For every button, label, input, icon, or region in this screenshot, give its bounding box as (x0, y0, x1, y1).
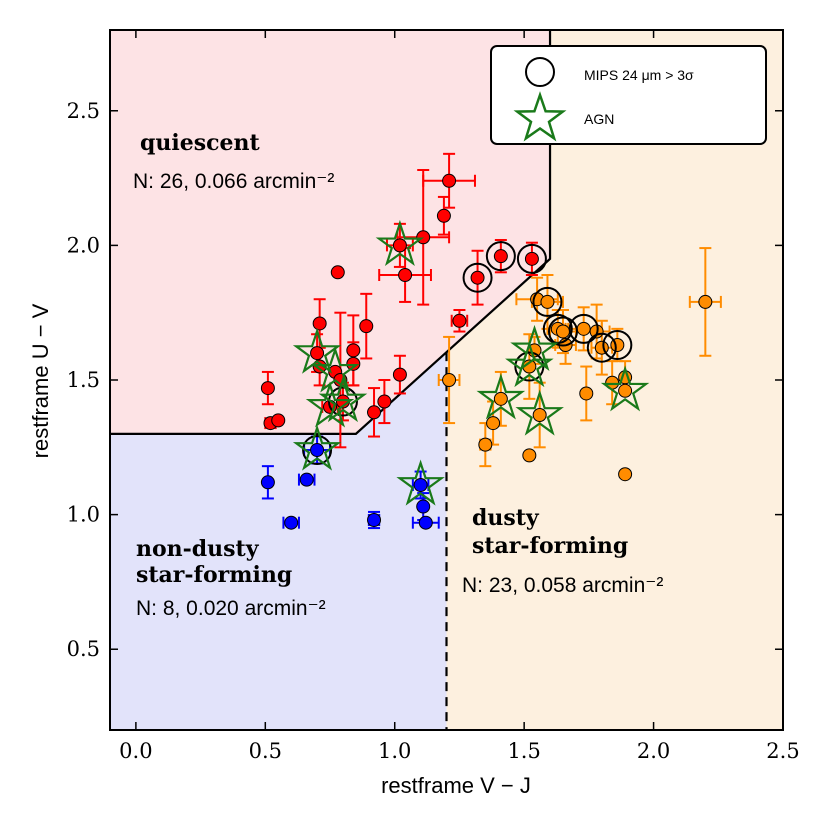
dusty-stats: N: 23, 0.058 arcmin⁻² (462, 574, 663, 597)
quiescent-point (436, 208, 451, 223)
quiescent-point (346, 356, 361, 371)
x-tick-label: 2.5 (766, 739, 799, 763)
non_dusty-point (367, 513, 382, 527)
dusty-point (576, 321, 591, 336)
quiescent-point (330, 265, 345, 280)
non_dusty-point (260, 475, 275, 490)
legend-agn-label: AGN (584, 111, 614, 127)
quiescent-label: quiescent (140, 130, 261, 156)
quiescent-mips-ring (462, 262, 493, 293)
dusty-agn-star (515, 389, 564, 436)
quiescent-point (416, 230, 431, 245)
quiescent-point (470, 270, 485, 285)
y-tick-label: 1.5 (67, 368, 100, 392)
y-axis-label: restframe U − V (28, 303, 53, 458)
dusty-point (555, 324, 570, 339)
legend-mips-marker (525, 57, 555, 87)
quiescent-point (392, 238, 407, 253)
non_dusty-point (284, 515, 299, 530)
quiescent-agn-star (310, 346, 360, 393)
dusty-mips-ring (547, 316, 578, 347)
dusty-agn-star (600, 365, 650, 412)
quiescent-point (452, 313, 467, 328)
quiescent-agn-star (318, 375, 368, 423)
quiescent-point (271, 413, 286, 428)
quiescent-point (310, 346, 325, 361)
non_dusty-point (416, 499, 431, 514)
quiescent-mips-ring (485, 241, 516, 272)
non-dusty-label-line1: non-dusty (136, 536, 260, 562)
non_dusty-point (418, 515, 433, 530)
non_dusty-agn-star (396, 459, 445, 506)
dusty-mips-ring (602, 330, 633, 360)
non-dusty-label-line2: star-forming (136, 562, 292, 588)
non-dusty-stats: N: 8, 0.020 arcmin⁻² (136, 597, 326, 620)
quiescent-point (493, 249, 508, 264)
non-dusty-region (110, 352, 447, 730)
dusty-point (618, 467, 633, 482)
quiescent-point (392, 367, 407, 382)
dusty-agn-star (476, 373, 526, 420)
dusty-point (540, 294, 555, 309)
dusty-point (522, 448, 537, 463)
quiescent-mips-ring (327, 386, 358, 417)
quiescent-point (312, 316, 327, 331)
dusty-mips-ring (532, 286, 563, 317)
quiescent-point (260, 381, 275, 396)
x-axis-label: restframe V − J (381, 773, 531, 798)
legend: MIPS 24 μm > 3σ AGN (490, 45, 767, 145)
non_dusty-point (413, 478, 428, 492)
quiescent-agn-star (375, 219, 425, 267)
quiescent-point (442, 173, 457, 188)
dusty-point (478, 437, 493, 452)
dusty-point (618, 383, 633, 398)
quiescent-region (110, 30, 551, 434)
dusty-point (532, 408, 547, 422)
quiescent-point (359, 319, 374, 334)
quiescent-stats: N: 26, 0.066 arcmin⁻² (133, 170, 334, 193)
non_dusty-point (299, 472, 314, 487)
non_dusty-point (310, 443, 325, 457)
non_dusty-mips-ring (302, 435, 333, 465)
dusty-point (579, 386, 594, 401)
y-tick-label: 2.5 (67, 99, 100, 123)
dusty-point (486, 416, 501, 431)
quiescent-point (398, 268, 413, 282)
x-tick-label: 1.0 (378, 739, 411, 763)
axes-layer: 0.0 0.5 1.0 1.5 2.0 2.5 0.5 1.0 1.5 2.0 2.5 (67, 29, 800, 763)
dusty-point (493, 391, 508, 406)
dusty-agn-star (510, 324, 559, 372)
quiescent-point (377, 394, 392, 409)
region-layer (110, 30, 783, 730)
x-tick-label: 0.5 (249, 739, 282, 763)
quiescent-agn-star (305, 381, 355, 428)
quiescent-mips-ring (516, 243, 547, 274)
dusty-label-line2: star-forming (472, 533, 628, 559)
quiescent-agn-star (292, 327, 342, 374)
x-tick-label: 1.5 (507, 739, 540, 763)
legend-agn-star-icon (513, 91, 567, 142)
x-tick-label: 0.0 (119, 739, 152, 763)
data-point-layer (260, 152, 722, 530)
dusty-label-line1: dusty (472, 505, 540, 531)
legend-mips-label: MIPS 24 μm > 3σ (584, 67, 694, 83)
x-tick-label: 2.0 (637, 739, 670, 763)
dusty-mips-ring (586, 332, 617, 363)
quiescent-point (367, 405, 382, 420)
y-tick-label: 0.5 (67, 637, 100, 661)
dusty-point (442, 373, 457, 387)
y-tick-label: 1.0 (67, 503, 100, 527)
legend-box (490, 45, 767, 145)
quiescent-point (346, 343, 361, 358)
region-labels: quiescent N: 26, 0.066 arcmin⁻² non-dust… (133, 130, 663, 620)
dusty-mips-ring (568, 313, 599, 344)
non_dusty-agn-star (292, 424, 342, 471)
quiescent-point (524, 251, 539, 266)
dusty-point (698, 294, 713, 309)
y-tick-label: 2.0 (67, 233, 100, 257)
